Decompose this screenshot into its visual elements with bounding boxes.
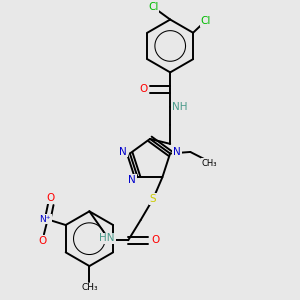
Text: HN: HN — [99, 233, 115, 243]
Text: N: N — [128, 175, 136, 184]
Text: S: S — [150, 194, 156, 204]
Text: N⁺: N⁺ — [39, 214, 51, 224]
Text: O: O — [139, 85, 147, 94]
Text: N: N — [119, 147, 127, 157]
Text: O: O — [39, 236, 47, 246]
Text: CH₃: CH₃ — [201, 159, 217, 168]
Text: CH₃: CH₃ — [81, 283, 98, 292]
Text: Cl: Cl — [200, 16, 211, 26]
Text: O: O — [46, 193, 55, 203]
Text: O: O — [151, 235, 159, 245]
Text: Cl: Cl — [148, 2, 158, 12]
Text: N: N — [173, 147, 181, 157]
Text: NH: NH — [172, 102, 187, 112]
